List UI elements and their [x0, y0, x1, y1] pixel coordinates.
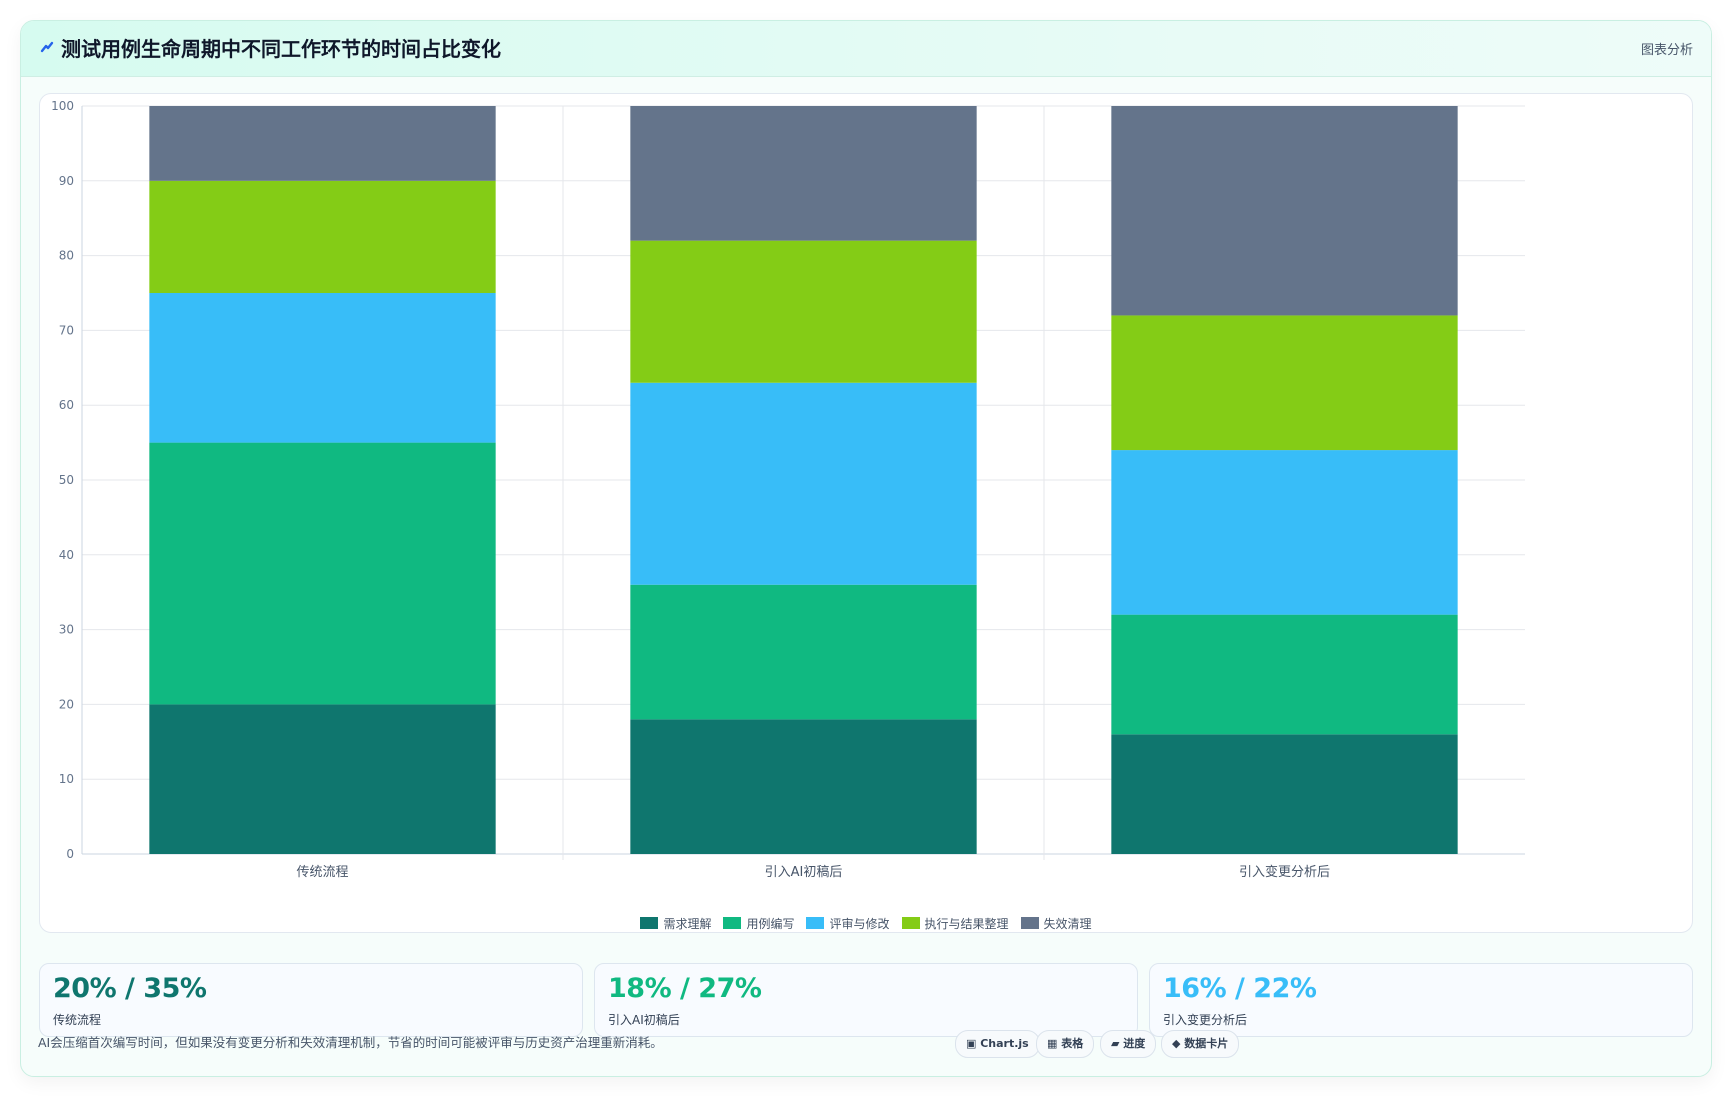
bar-segment [149, 442, 496, 705]
stat-card-ai-draft: 18% / 27% 引入AI初稿后 [594, 963, 1138, 1037]
legend-label: 评审与修改 [829, 916, 890, 931]
bar-segment [630, 240, 977, 383]
bar-segment [1111, 734, 1458, 854]
stat-value: 20% / 35% [53, 973, 207, 1004]
chart-panel: 0 10 20 30 40 50 60 70 80 90 100 传统流程 引入AI初稿后 引入变更分析后… [39, 93, 1693, 933]
bar-segment [149, 704, 496, 854]
tag-data-card[interactable]: ◆ 数据卡片 [1161, 1030, 1240, 1058]
legend-label: 用例编写 [746, 916, 795, 931]
bar-segment [1111, 106, 1458, 316]
stat-label: 传统流程 [53, 1013, 102, 1027]
chart-legend: 需求理解 用例编写 评审与修改 执行与结果整理 失效清理 [40, 914, 1692, 932]
bar-segment [149, 106, 496, 181]
y-tick-label: 90 [59, 174, 74, 188]
chart-card: 测试用例生命周期中不同工作环节的时间占比变化 图表分析 0 10 20 30 40 50 6… [20, 20, 1712, 1077]
y-tick-label: 60 [59, 398, 74, 412]
y-tick-label: 50 [59, 473, 74, 487]
pulse-icon [40, 41, 54, 53]
footer-note: AI会压缩首次编写时间，但如果没有变更分析和失效清理机制，节省的时间可能被评审与… [38, 1035, 663, 1050]
y-tick-label: 20 [59, 697, 74, 711]
x-tick-label: 引入AI初稿后 [765, 864, 843, 880]
legend-swatch [806, 917, 825, 929]
y-tick-label: 30 [59, 623, 74, 637]
x-tick-label: 传统流程 [296, 865, 348, 880]
y-tick-label: 40 [59, 548, 74, 562]
tag-chartjs[interactable]: ▣ Chart.js [955, 1030, 1040, 1058]
y-tick-label: 100 [51, 99, 74, 113]
legend-item[interactable]: 用例编写 [723, 915, 794, 932]
bar-segment [149, 180, 496, 293]
legend-label: 失效清理 [1043, 916, 1092, 931]
bar-segment [149, 293, 496, 443]
chart-title: 测试用例生命周期中不同工作环节的时间占比变化 [61, 37, 501, 61]
y-tick-label: 0 [66, 847, 74, 861]
bar-segment [630, 382, 977, 585]
legend-label: 执行与结果整理 [924, 916, 1009, 931]
y-tick-label: 80 [59, 249, 74, 263]
bar-segment [1111, 614, 1458, 735]
y-tick-label: 70 [59, 323, 74, 337]
legend-swatch [640, 917, 659, 929]
y-tick-label: 10 [59, 772, 74, 786]
legend-label: 需求理解 [663, 916, 712, 931]
bar-segment [630, 584, 977, 720]
x-tick-label: 引入变更分析后 [1239, 864, 1330, 880]
legend-swatch [901, 917, 920, 929]
bar-segment [1111, 450, 1458, 615]
legend-item[interactable]: 评审与修改 [806, 915, 890, 932]
tag-table[interactable]: ▦ 表格 [1036, 1030, 1095, 1058]
chart-analysis-label: 图表分析 [1640, 43, 1693, 58]
legend-item[interactable]: 失效清理 [1020, 915, 1092, 932]
stat-value: 16% / 22% [1163, 973, 1317, 1004]
stat-card-change-analysis: 16% / 22% 引入变更分析后 [1149, 963, 1693, 1037]
legend-item[interactable]: 执行与结果整理 [901, 915, 1009, 932]
legend-swatch [723, 917, 742, 929]
legend-item[interactable]: 需求理解 [640, 915, 711, 932]
card-header: 测试用例生命周期中不同工作环节的时间占比变化 图表分析 [21, 21, 1711, 77]
stat-value: 18% / 27% [608, 973, 762, 1004]
stat-card-traditional: 20% / 35% 传统流程 [39, 963, 583, 1037]
bar-segment [630, 719, 977, 854]
legend-swatch [1020, 917, 1039, 929]
stat-label: 引入AI初稿后 [608, 1013, 680, 1027]
stat-label: 引入变更分析后 [1163, 1013, 1248, 1027]
bar-segment [1111, 315, 1458, 451]
tag-progress[interactable]: ▰ 进度 [1100, 1030, 1157, 1058]
bar-segment [630, 106, 977, 241]
stacked-bar-chart: 0 10 20 30 40 50 60 70 80 90 100 传统流程 引入AI初稿后 引入变更分析后 [51, 99, 1525, 880]
